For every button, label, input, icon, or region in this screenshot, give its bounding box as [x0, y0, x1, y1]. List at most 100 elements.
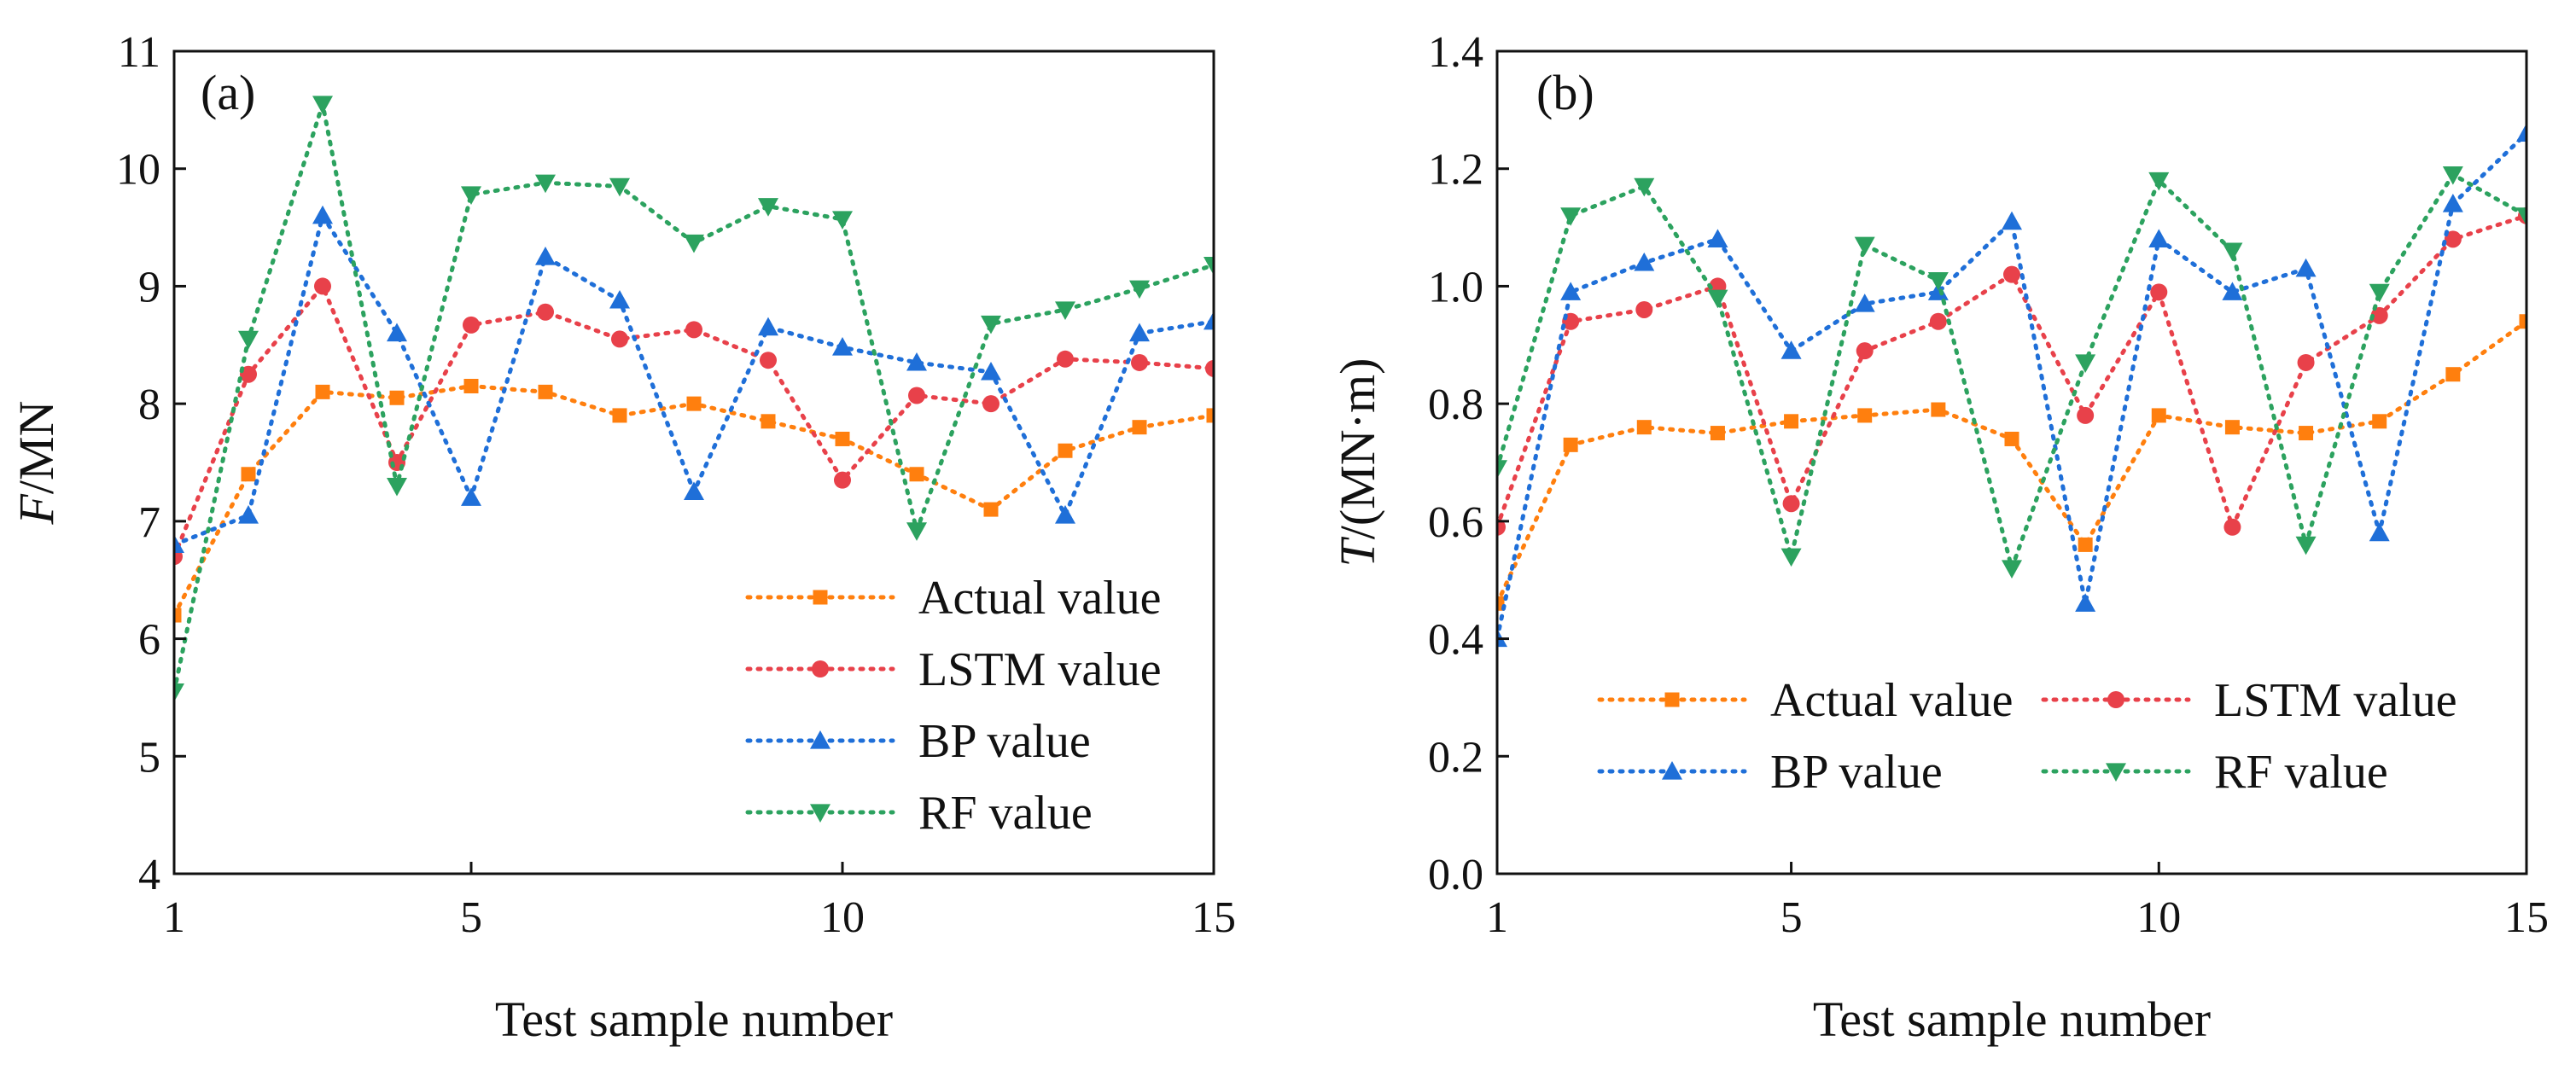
data-point-rf-4 — [387, 477, 407, 497]
data-point-rf-2 — [238, 330, 259, 350]
data-point-actual-14 — [2445, 367, 2461, 382]
data-point-bp-4 — [387, 323, 407, 342]
data-point-actual-8 — [2004, 431, 2019, 446]
x-axis-label: Test sample number — [495, 991, 893, 1047]
data-point-actual-2 — [241, 467, 256, 482]
data-point-rf-14 — [1129, 280, 1150, 299]
data-point-actual-6 — [538, 384, 553, 399]
data-point-rf-15 — [1203, 257, 1214, 276]
data-point-actual-5 — [1784, 414, 1799, 429]
y-axis-label: T/(MN·m) — [1330, 358, 1385, 567]
y-tick-label-1: 5 — [138, 733, 160, 782]
legend-marker-lstm — [2107, 691, 2124, 708]
legend-label-lstm: LSTM value — [918, 643, 1162, 696]
data-point-bp-9 — [2075, 593, 2096, 612]
data-point-actual-2 — [1563, 437, 1578, 452]
data-point-rf-13 — [1055, 301, 1075, 320]
data-point-lstm-1 — [1497, 518, 1506, 536]
data-point-rf-8 — [2002, 560, 2022, 579]
data-point-actual-1 — [1497, 596, 1505, 611]
data-point-lstm-12 — [2297, 353, 2315, 371]
data-point-actual-7 — [612, 408, 627, 423]
data-point-rf-10 — [2148, 172, 2170, 191]
data-point-actual-9 — [761, 414, 776, 429]
x-tick-label-1: 1 — [1486, 893, 1508, 942]
data-point-bp-7 — [609, 289, 630, 309]
data-point-bp-14 — [2442, 194, 2463, 212]
y-axis-label-unit: /MN — [9, 400, 64, 494]
data-point-lstm-8 — [685, 321, 702, 339]
panel-label: (b) — [1536, 65, 1594, 120]
data-point-rf-1 — [1497, 460, 1507, 479]
data-point-bp-11 — [2222, 282, 2243, 300]
data-point-rf-9 — [758, 198, 778, 217]
data-point-rf-14 — [2442, 166, 2463, 185]
data-point-lstm-13 — [2370, 306, 2388, 324]
series-actual — [1497, 314, 2526, 611]
legend-label-actual: Actual value — [918, 572, 1162, 625]
data-point-lstm-14 — [1131, 353, 1148, 371]
panel-label: (a) — [201, 65, 255, 120]
data-point-bp-4 — [1707, 229, 1728, 247]
data-point-rf-7 — [609, 177, 630, 197]
data-point-lstm-10 — [834, 471, 851, 489]
x-tick-label-10: 10 — [820, 893, 865, 942]
series-actual — [174, 378, 1214, 623]
x-tick-label-5: 5 — [1780, 893, 1803, 942]
series-line-rf — [1497, 172, 2526, 576]
data-point-lstm-11 — [2223, 518, 2241, 536]
data-point-lstm-13 — [1057, 350, 1074, 368]
data-point-rf-8 — [684, 234, 704, 253]
y-tick-label-2: 6 — [138, 616, 160, 665]
legend-label-actual: Actual value — [1770, 674, 2014, 727]
data-point-lstm-3 — [314, 277, 331, 295]
legend-marker-bp — [1662, 761, 1682, 780]
y-tick-label-3: 7 — [138, 498, 160, 547]
data-point-actual-5 — [463, 378, 479, 393]
data-point-bp-12 — [2295, 258, 2317, 277]
y-tick-label-3: 0.6 — [1428, 498, 1483, 547]
data-point-actual-10 — [835, 431, 850, 446]
plot-frame — [1495, 49, 2528, 875]
data-point-lstm-8 — [2003, 265, 2020, 283]
data-point-bp-14 — [1129, 323, 1150, 342]
data-point-bp-6 — [535, 247, 556, 265]
x-tick-label-15: 15 — [2504, 893, 2549, 942]
panel-b: 1 5 10 150.00.20.40.60.81.01.21.4(b)Test sa… — [1330, 28, 2549, 1047]
y-axis-label-symbol: F — [9, 494, 64, 526]
data-point-actual-9 — [2078, 537, 2093, 552]
data-point-bp-15 — [1203, 311, 1214, 330]
data-point-bp-7 — [1927, 282, 1949, 300]
y-axis-label: F/MN — [9, 400, 64, 525]
data-point-actual-13 — [1058, 443, 1073, 458]
legend-item-rf: RF value — [2041, 746, 2388, 799]
x-axis-label: Test sample number — [1813, 991, 2211, 1047]
data-point-rf-10 — [832, 211, 853, 230]
data-point-lstm-7 — [611, 330, 628, 348]
data-point-actual-3 — [1636, 420, 1652, 435]
y-axis-label-unit: /(MN·m) — [1330, 358, 1385, 540]
data-point-rf-9 — [2075, 354, 2096, 373]
y-axis-label-symbol: T — [1330, 536, 1385, 567]
data-point-lstm-7 — [1929, 312, 1947, 330]
legend-item-actual: Actual value — [1597, 674, 2014, 727]
data-point-lstm-5 — [463, 316, 480, 334]
y-tick-label-7: 11 — [118, 28, 160, 77]
data-point-lstm-9 — [2077, 406, 2095, 424]
data-point-rf-6 — [535, 174, 556, 194]
data-point-rf-13 — [2369, 283, 2390, 303]
x-tick-label-15: 15 — [1192, 893, 1236, 942]
data-point-lstm-6 — [537, 303, 554, 321]
legend-marker-actual — [1664, 692, 1680, 707]
data-point-actual-11 — [909, 467, 924, 482]
series-bp — [1497, 123, 2526, 648]
series-rf — [174, 96, 1214, 702]
data-point-actual-10 — [2151, 408, 2166, 423]
legend: Actual value LSTM value BP value RF value — [745, 572, 1162, 840]
series-line-lstm — [174, 282, 1214, 559]
data-point-rf-11 — [2222, 242, 2243, 262]
data-point-bp-15 — [2516, 123, 2526, 142]
legend-label-lstm: LSTM value — [2214, 674, 2457, 727]
data-point-rf-2 — [1560, 207, 1582, 226]
